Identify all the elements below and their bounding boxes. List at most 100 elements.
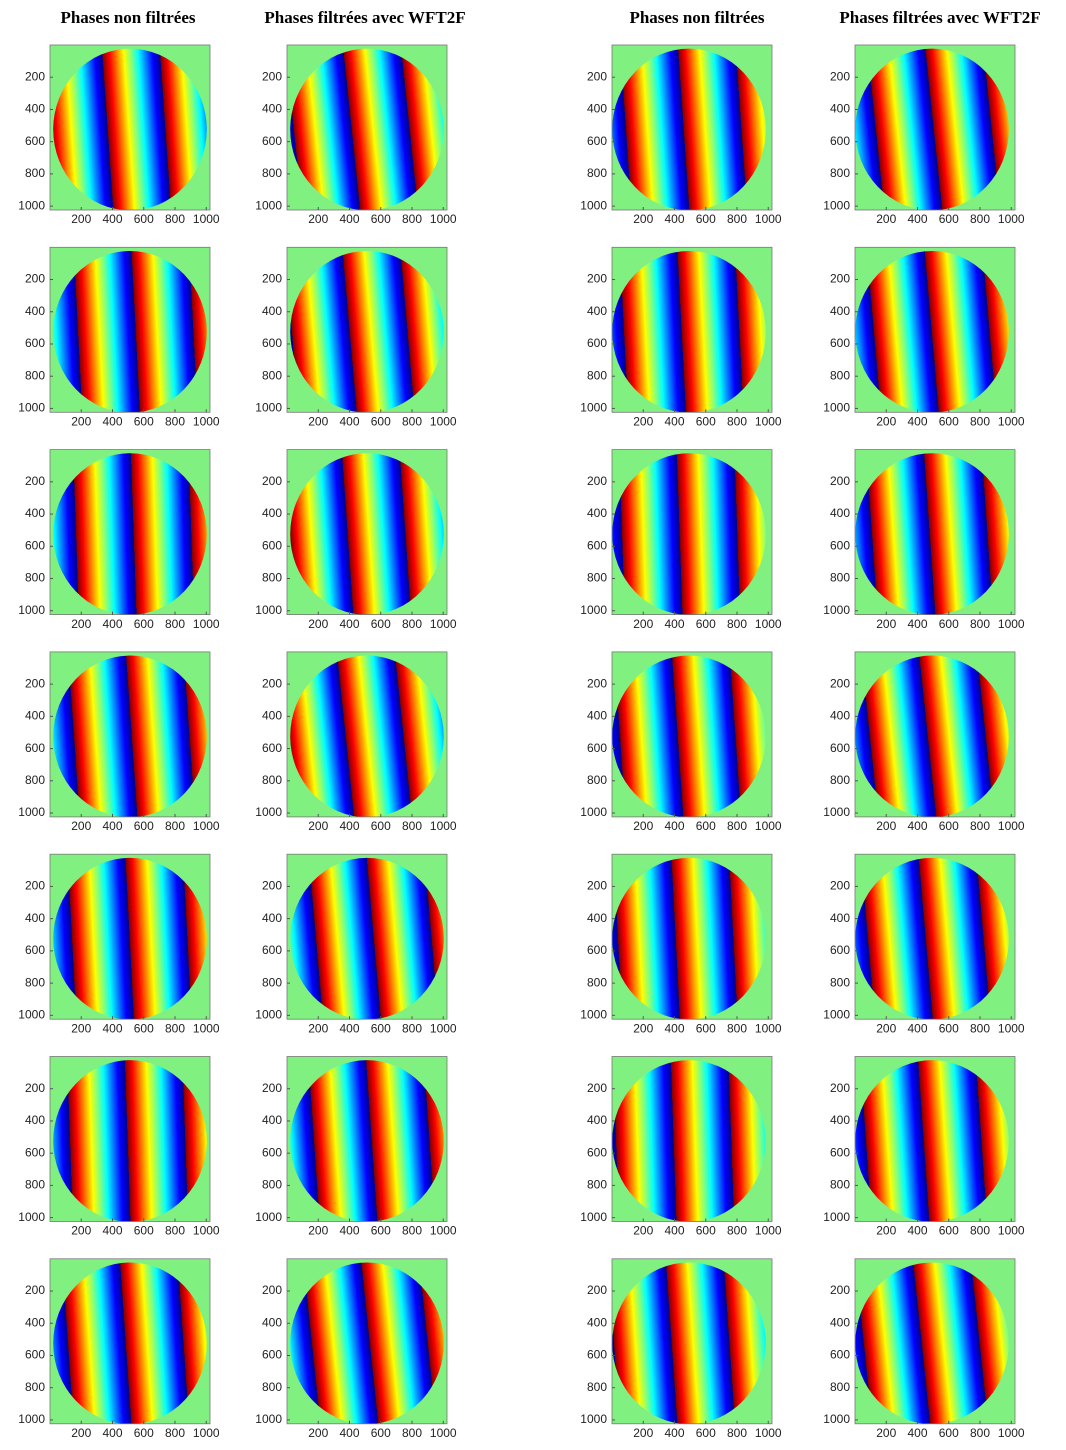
y-tick-label: 600 <box>262 134 282 148</box>
y-tick-label: 600 <box>262 538 282 552</box>
x-tick-label: 600 <box>696 617 716 631</box>
y-tick-label: 400 <box>587 911 607 925</box>
x-tick-label: 1000 <box>998 212 1025 226</box>
phase-map <box>855 857 1009 1020</box>
y-tick-label: 1000 <box>255 805 282 819</box>
y-tick-label: 1000 <box>823 401 850 415</box>
axes-frame <box>49 1258 211 1425</box>
y-tick-label: 800 <box>830 773 850 787</box>
y-tick-label: 600 <box>587 538 607 552</box>
phase-map <box>53 48 207 210</box>
x-tick-label: 1000 <box>193 1021 220 1035</box>
axes-frame <box>854 449 1016 616</box>
y-tick-label: 1000 <box>18 198 45 212</box>
axes-frame <box>286 853 448 1020</box>
phase-map <box>53 857 207 1020</box>
x-tick-label: 200 <box>876 1426 896 1440</box>
phase-map <box>53 453 207 615</box>
y-tick-label: 1000 <box>255 603 282 617</box>
axes-frame <box>286 1056 448 1222</box>
y-tick-label: 600 <box>830 943 850 957</box>
x-tick-label: 400 <box>664 1021 684 1035</box>
y-tick-label: 400 <box>262 102 282 116</box>
x-tick-label: 600 <box>939 212 959 226</box>
y-tick-label: 800 <box>25 368 45 382</box>
x-tick-label: 600 <box>371 1021 391 1035</box>
phase-map <box>53 250 207 413</box>
y-tick-label: 600 <box>587 1145 607 1159</box>
phase-map <box>855 1060 1009 1222</box>
y-tick-label: 200 <box>262 69 282 83</box>
x-tick-label: 800 <box>165 1224 185 1238</box>
x-tick-label: 800 <box>402 819 422 833</box>
y-tick-label: 400 <box>262 506 282 520</box>
axes-frame <box>286 449 448 616</box>
x-tick-label: 1000 <box>755 1426 782 1440</box>
y-tick-label: 1000 <box>255 198 282 212</box>
x-tick-label: 600 <box>371 819 391 833</box>
x-tick-label: 400 <box>102 617 122 631</box>
y-tick-label: 400 <box>587 709 607 723</box>
phase-map <box>290 655 444 817</box>
x-tick-label: 800 <box>970 1426 990 1440</box>
axes-frame <box>286 651 448 818</box>
x-tick-label: 1000 <box>193 617 220 631</box>
x-tick-label: 400 <box>664 212 684 226</box>
x-tick-label: 1000 <box>430 1021 457 1035</box>
x-tick-label: 1000 <box>755 617 782 631</box>
x-tick-label: 600 <box>371 617 391 631</box>
axes-frame <box>611 1258 773 1425</box>
phase-map <box>53 655 207 817</box>
y-tick-label: 1000 <box>823 603 850 617</box>
phase-map <box>855 453 1009 615</box>
y-tick-label: 800 <box>25 571 45 585</box>
phase-map <box>53 1060 207 1222</box>
y-tick-label: 800 <box>25 975 45 989</box>
x-tick-label: 800 <box>165 819 185 833</box>
x-tick-label: 800 <box>727 414 747 428</box>
y-tick-label: 800 <box>262 773 282 787</box>
x-tick-label: 200 <box>876 819 896 833</box>
x-tick-label: 200 <box>308 1426 328 1440</box>
axes-frame <box>49 651 211 818</box>
y-tick-label: 400 <box>262 1315 282 1329</box>
y-tick-label: 400 <box>25 709 45 723</box>
phase-map <box>290 1262 444 1424</box>
x-tick-label: 200 <box>633 414 653 428</box>
x-tick-label: 1000 <box>430 819 457 833</box>
x-tick-label: 200 <box>71 1426 91 1440</box>
y-tick-label: 600 <box>25 1145 45 1159</box>
y-tick-label: 200 <box>830 676 850 690</box>
x-tick-label: 400 <box>102 1021 122 1035</box>
x-tick-label: 600 <box>134 1224 154 1238</box>
x-tick-label: 1000 <box>430 617 457 631</box>
phase-map <box>290 857 444 1020</box>
y-tick-label: 800 <box>262 368 282 382</box>
axes-frame <box>286 246 448 413</box>
y-tick-label: 200 <box>587 879 607 893</box>
x-tick-label: 400 <box>907 819 927 833</box>
y-tick-label: 200 <box>587 676 607 690</box>
x-tick-label: 600 <box>939 1021 959 1035</box>
y-tick-label: 1000 <box>18 401 45 415</box>
x-tick-label: 1000 <box>998 414 1025 428</box>
x-tick-label: 600 <box>371 1426 391 1440</box>
x-tick-label: 200 <box>308 1224 328 1238</box>
x-tick-label: 200 <box>633 819 653 833</box>
y-tick-label: 800 <box>830 166 850 180</box>
column-title: Phases non filtrées <box>60 8 195 27</box>
x-tick-label: 200 <box>633 1021 653 1035</box>
y-tick-label: 400 <box>830 102 850 116</box>
x-tick-label: 400 <box>339 212 359 226</box>
y-tick-label: 400 <box>830 1315 850 1329</box>
y-tick-label: 200 <box>830 1081 850 1095</box>
x-tick-label: 200 <box>71 819 91 833</box>
y-tick-label: 600 <box>830 1145 850 1159</box>
y-tick-label: 1000 <box>255 1210 282 1224</box>
x-tick-label: 400 <box>339 819 359 833</box>
axes-frame <box>611 44 773 211</box>
y-tick-label: 400 <box>25 304 45 318</box>
x-tick-label: 800 <box>165 1426 185 1440</box>
x-tick-label: 400 <box>664 617 684 631</box>
